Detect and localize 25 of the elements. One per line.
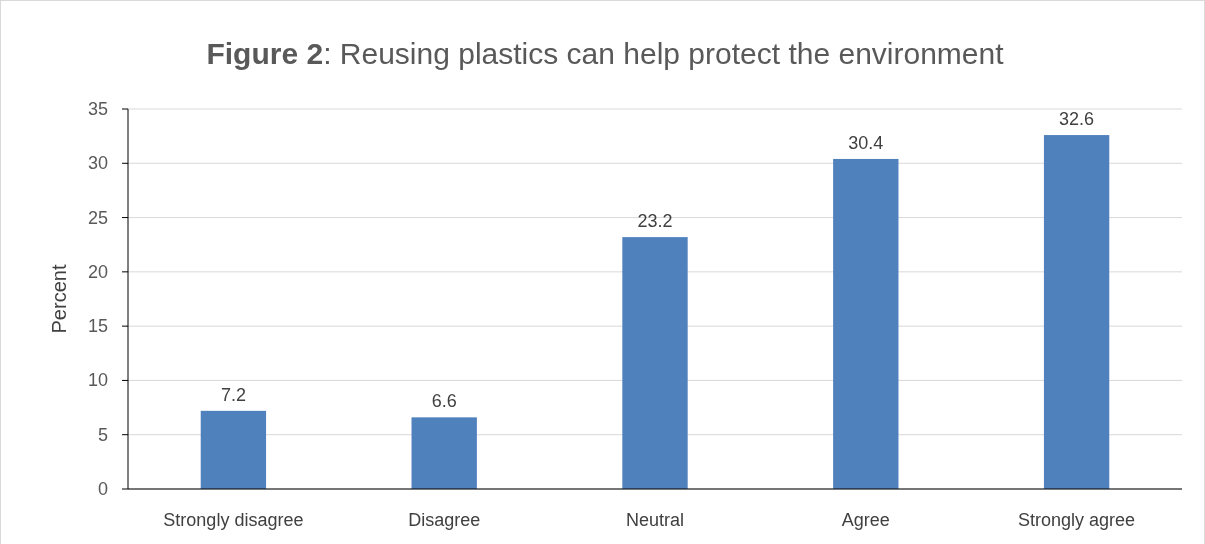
bar	[411, 417, 477, 489]
x-tick-label: Strongly agree	[1018, 510, 1136, 530]
y-tick-label: 30	[87, 153, 108, 174]
y-tick-label: 5	[97, 424, 108, 445]
data-label: 23.2	[637, 211, 673, 232]
chart-title: Figure 2: Reusing plastics can help protect the environment	[206, 37, 1005, 70]
data-label: 32.6	[1059, 109, 1095, 130]
x-tick-label: Agree	[841, 510, 890, 530]
y-tick-label: 25	[87, 207, 108, 228]
data-label: 7.2	[220, 384, 246, 405]
data-label: 30.4	[848, 132, 884, 153]
y-tick-label: 20	[87, 261, 108, 282]
bar	[622, 237, 688, 489]
bar	[833, 158, 899, 489]
y-tick-label: 0	[97, 479, 108, 499]
y-tick-label: 15	[87, 316, 108, 337]
y-tick-label: 10	[87, 370, 108, 391]
x-tick-label: Neutral	[625, 510, 685, 530]
y-axis-title: Percent	[48, 264, 70, 334]
bar	[200, 410, 267, 489]
x-tick-label: Strongly disagree	[163, 510, 304, 530]
data-label: 6.6	[431, 391, 457, 412]
y-tick-label: 35	[87, 99, 108, 119]
x-tick-label: Disagree	[408, 510, 481, 530]
bar	[1043, 135, 1110, 489]
